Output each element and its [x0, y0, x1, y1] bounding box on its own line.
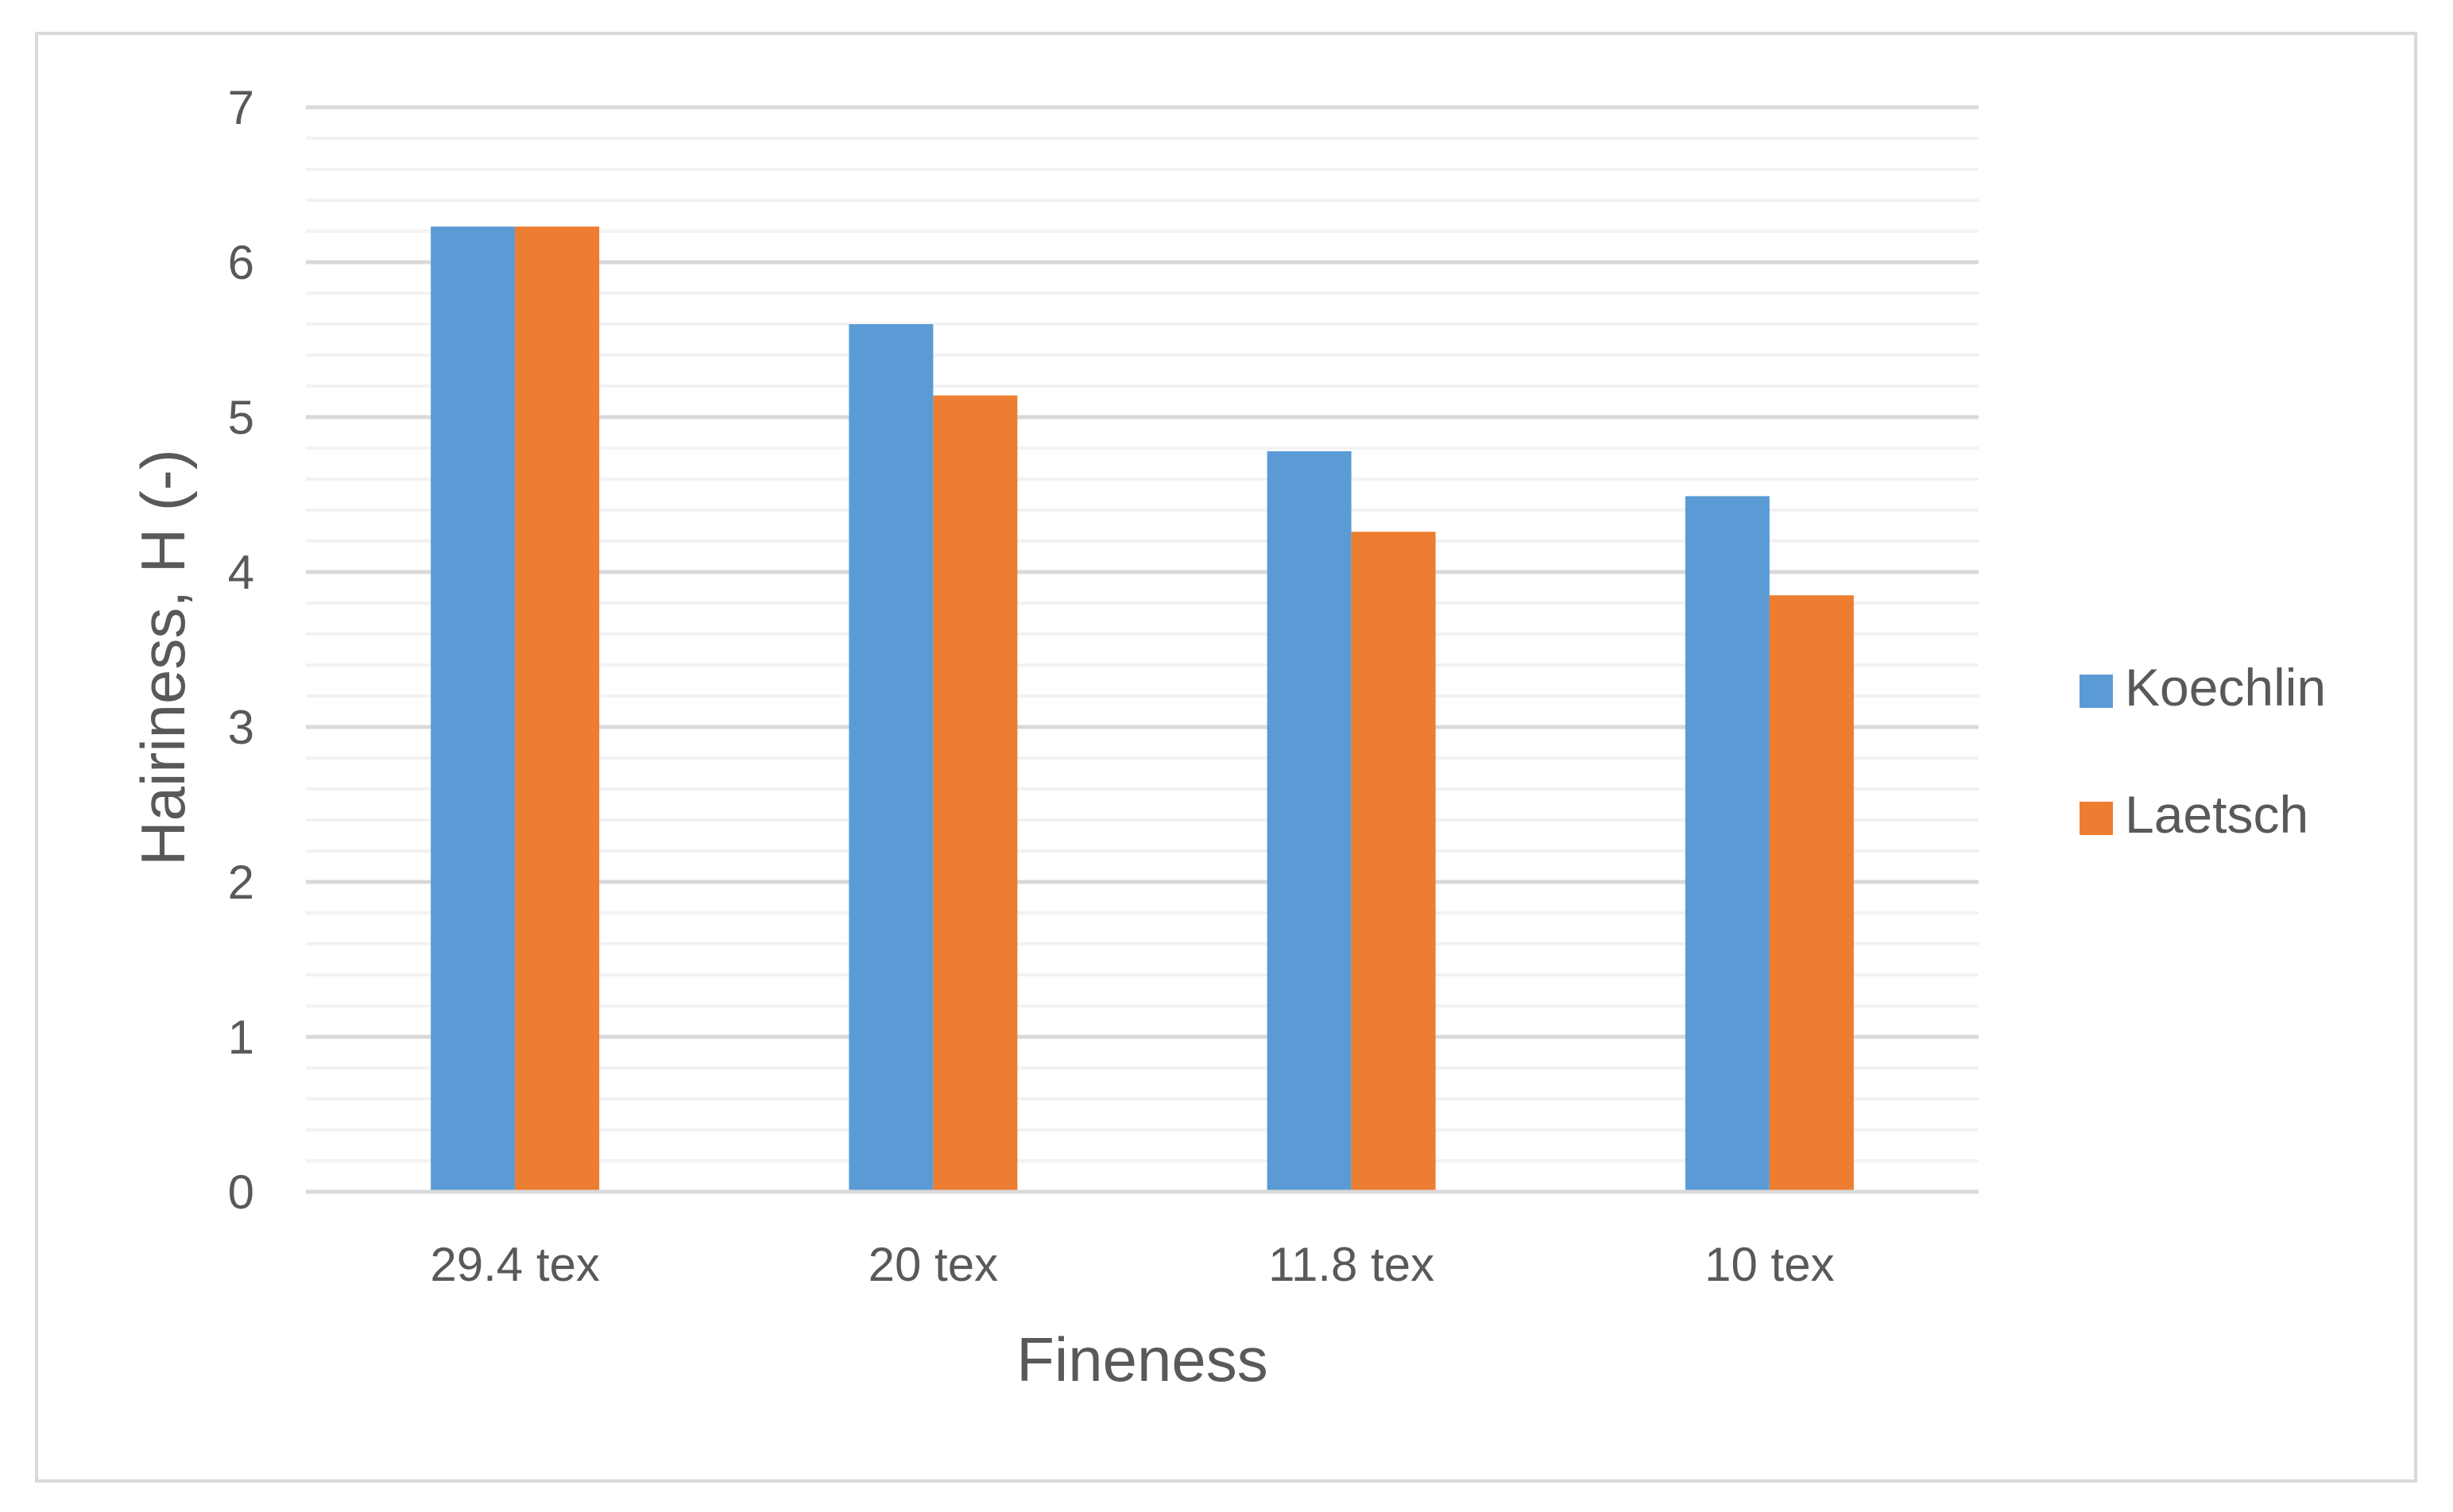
- y-tick-label: 3: [228, 701, 254, 754]
- bar-laetsch: [1769, 595, 1854, 1192]
- legend-swatch-koechlin: [2080, 675, 2113, 708]
- y-tick-label: 1: [228, 1011, 254, 1064]
- y-axis-ticks: 0 1 2 3 4 5 6 7: [228, 81, 254, 1219]
- x-tick-label: 29.4 tex: [430, 1238, 600, 1291]
- x-tick-label: 11.8 tex: [1268, 1238, 1434, 1291]
- legend: Koechlin Laetsch: [2080, 658, 2326, 844]
- bar-koechlin: [1685, 496, 1770, 1192]
- y-tick-label: 7: [228, 81, 254, 134]
- bar-koechlin: [431, 226, 516, 1192]
- x-axis-ticks: 29.4 tex 20 tex 11.8 tex 10 tex: [430, 1238, 1834, 1291]
- bar-laetsch: [515, 226, 600, 1192]
- bar-koechlin: [849, 324, 934, 1192]
- y-tick-label: 0: [228, 1166, 254, 1219]
- y-tick-label: 2: [228, 856, 254, 909]
- y-tick-label: 6: [228, 236, 254, 289]
- bar-koechlin: [1267, 451, 1352, 1192]
- y-tick-label: 4: [228, 546, 254, 599]
- x-tick-label: 20 tex: [869, 1238, 998, 1291]
- x-axis-title: Fineness: [1016, 1324, 1268, 1394]
- legend-label-koechlin: Koechlin: [2125, 658, 2326, 717]
- legend-label-laetsch: Laetsch: [2125, 785, 2308, 844]
- y-axis-title: Hairiness, H (-): [128, 449, 198, 865]
- legend-swatch-laetsch: [2080, 802, 2113, 835]
- bar-laetsch: [1351, 532, 1436, 1192]
- y-tick-label: 5: [228, 391, 254, 444]
- bars: [431, 226, 1854, 1192]
- x-tick-label: 10 tex: [1704, 1238, 1834, 1291]
- bar-laetsch: [933, 395, 1018, 1192]
